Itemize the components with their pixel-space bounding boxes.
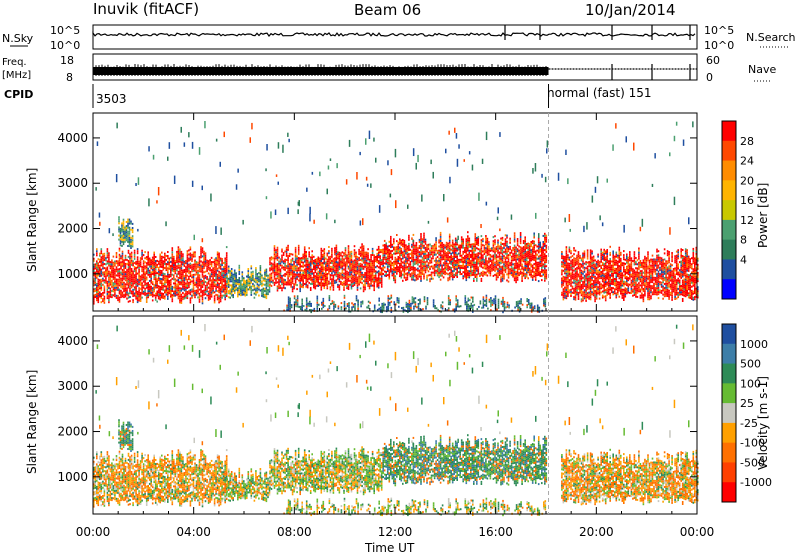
- y-tick-label: 3000: [57, 379, 88, 393]
- freq-panel: Freq. [MHz] 18 8 60 0 Nave: [2, 53, 776, 84]
- power-colorbar-label: Power [dB]: [756, 183, 770, 248]
- power-y-label: Slant Range [km]: [25, 168, 39, 272]
- power-panel: 1000 2000 3000 4000 Slant Range [km] 28 24 20…: [25, 112, 770, 314]
- cpid-mode-1: 3503: [96, 92, 127, 106]
- freq-tick-bottom: 8: [66, 71, 73, 84]
- y-tick-label: 2000: [57, 222, 88, 236]
- power-echoes: [93, 121, 699, 314]
- colorbar-tick-label: 4: [740, 253, 747, 266]
- noise-panel: N.Sky 10^5 10^0 10^5 10^0 N.Search: [2, 24, 796, 52]
- y-tick-label: 3000: [57, 176, 88, 190]
- y-tick-label: 4000: [57, 334, 88, 348]
- y-tick-label: 4000: [57, 131, 88, 145]
- freq-label-1: Freq.: [2, 57, 27, 68]
- colorbar-tick-label: 500: [740, 358, 761, 371]
- power-y-ticks: 1000 2000 3000 4000: [57, 131, 697, 281]
- noise-left-tick-bottom: 10^0: [50, 39, 80, 52]
- freq-tick-top: 18: [60, 54, 74, 67]
- x-tick-label: 08:00: [277, 525, 312, 539]
- x-axis: 00:00 04:00 08:00 12:00 16:00 20:00 00:00: [76, 113, 715, 539]
- cpid-label: CPID: [4, 88, 33, 101]
- y-tick-label: 1000: [57, 267, 88, 281]
- noise-left-label: N.Sky: [2, 32, 34, 45]
- x-axis-label: Time UT: [364, 541, 415, 554]
- freq-trace: [92, 64, 697, 80]
- colorbar-tick-label: 28: [740, 135, 754, 148]
- x-tick-label: 16:00: [478, 525, 513, 539]
- colorbar-tick-label: 24: [740, 155, 754, 168]
- colorbar-tick-label: -1000: [740, 476, 772, 489]
- cpid-panel: CPID 3503 normal (fast) 151: [4, 84, 651, 108]
- noise-left-tick-top: 10^5: [50, 24, 80, 37]
- colorbar-tick-label: 12: [740, 214, 754, 227]
- noise-trace: [92, 25, 696, 40]
- beam-title: Beam 06: [354, 1, 422, 19]
- x-tick-label: 00:00: [680, 525, 715, 539]
- velocity-y-label: Slant Range [km]: [25, 370, 39, 474]
- y-tick-label: 1000: [57, 470, 88, 484]
- colorbar-tick-label: 25: [740, 397, 754, 410]
- colorbar-tick-label: -25: [740, 417, 758, 430]
- colorbar-tick-label: 1000: [740, 338, 768, 351]
- y-tick-label: 2000: [57, 425, 88, 439]
- colorbar-tick-label: 100: [740, 377, 761, 390]
- noise-right-tick-bottom: 10^0: [704, 39, 734, 52]
- power-colorbar: 28 24 20 16 12 8 4: [721, 120, 754, 300]
- colorbar-tick-label: -500: [740, 456, 765, 469]
- x-tick-label: 04:00: [176, 525, 211, 539]
- x-tick-label: 20:00: [579, 525, 614, 539]
- cpid-mode-2: normal (fast) 151: [547, 86, 651, 100]
- date-title: 10/Jan/2014: [585, 1, 676, 19]
- colorbar-tick-label: 16: [740, 194, 754, 207]
- velocity-y-ticks: 1000 2000 3000 4000: [57, 334, 697, 484]
- velocity-colorbar-label: Velocity [m s-1]: [756, 376, 770, 470]
- x-tick-label: 12:00: [378, 525, 413, 539]
- colorbar-tick-label: 20: [740, 174, 754, 187]
- noise-right-label: N.Search: [746, 31, 796, 44]
- nave-tick-bottom: 0: [706, 71, 713, 84]
- velocity-echoes: [93, 324, 699, 517]
- nave-label: Nave: [748, 63, 776, 76]
- colorbar-tick-label: -100: [740, 437, 765, 450]
- freq-label-2: [MHz]: [2, 70, 31, 81]
- colorbar-tick-label: 8: [740, 234, 747, 247]
- nave-tick-top: 60: [706, 54, 720, 67]
- noise-right-tick-top: 10^5: [704, 24, 734, 37]
- station-title: Inuvik (fitACF): [93, 0, 200, 18]
- velocity-panel: 1000 2000 3000 4000 Slant Range [km] 1000 50…: [25, 315, 772, 517]
- velocity-colorbar: 1000 500 100 25 -25 -100 -500 -1000: [721, 323, 772, 503]
- x-tick-label: 00:00: [76, 525, 111, 539]
